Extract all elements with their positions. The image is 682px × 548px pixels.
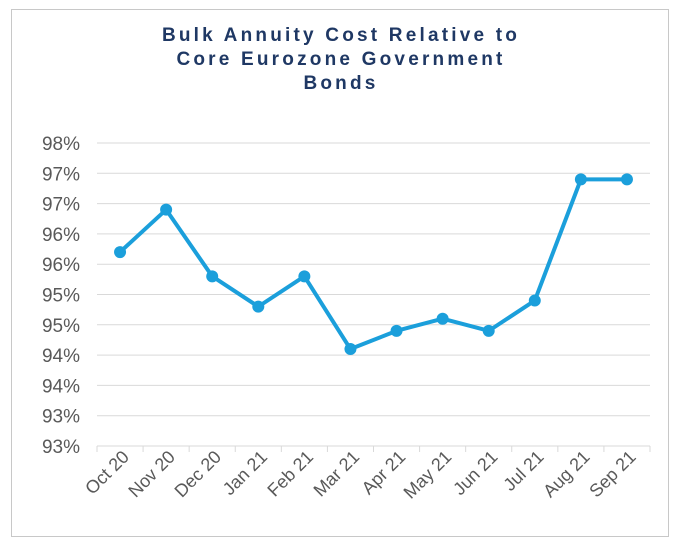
gridlines bbox=[97, 142, 650, 417]
series-points bbox=[114, 173, 633, 356]
data-point bbox=[528, 294, 541, 307]
data-point bbox=[620, 173, 633, 186]
x-tick-label: Sep 21 bbox=[585, 447, 639, 501]
chart-title-line-1: Bulk Annuity Cost Relative to bbox=[161, 25, 521, 46]
series-line bbox=[118, 177, 629, 352]
y-tick-label: 93% bbox=[42, 437, 80, 458]
data-point bbox=[390, 324, 403, 337]
x-tick-label: Aug 21 bbox=[539, 447, 593, 501]
y-tick-label: 96% bbox=[42, 225, 80, 246]
x-tick-label: Mar 21 bbox=[310, 447, 364, 501]
data-point bbox=[482, 324, 495, 337]
data-point bbox=[206, 270, 219, 283]
y-axis-ticks: 93% 93% 94% 94% 95% 95% 96% 96% 97% 97% 98% bbox=[42, 134, 80, 458]
x-axis bbox=[96, 445, 651, 452]
y-tick-label: 95% bbox=[42, 316, 80, 337]
x-tick-label: Feb 21 bbox=[263, 447, 317, 501]
chart-title-line-2: Core Eurozone Government bbox=[176, 49, 506, 70]
y-tick-label: 97% bbox=[42, 164, 80, 185]
y-tick-label: 98% bbox=[42, 134, 80, 155]
data-point bbox=[114, 246, 127, 259]
y-tick-label: 96% bbox=[42, 255, 80, 276]
data-point bbox=[298, 270, 311, 283]
chart-frame bbox=[11, 9, 669, 537]
chart-title-line-3: Bonds bbox=[303, 73, 379, 94]
data-point bbox=[344, 343, 357, 356]
x-tick-label: Jun 21 bbox=[449, 447, 501, 499]
x-tick-label: Oct 20 bbox=[81, 447, 133, 499]
y-tick-label: 94% bbox=[42, 376, 80, 397]
x-tick-label: Nov 20 bbox=[124, 447, 178, 501]
y-tick-label: 94% bbox=[42, 346, 80, 367]
x-tick-label: Jan 21 bbox=[219, 447, 271, 499]
data-point bbox=[160, 203, 173, 216]
data-point bbox=[574, 173, 587, 186]
series-polyline bbox=[118, 177, 629, 352]
chart-title: Bulk Annuity Cost Relative to Core Euroz… bbox=[0, 24, 682, 96]
x-tick-label: Dec 20 bbox=[171, 447, 225, 501]
y-tick-label: 93% bbox=[42, 407, 80, 428]
y-tick-label: 97% bbox=[42, 195, 80, 216]
x-tick-label: May 21 bbox=[400, 447, 456, 503]
data-point bbox=[436, 312, 449, 325]
data-point bbox=[252, 300, 265, 313]
y-tick-label: 95% bbox=[42, 286, 80, 307]
